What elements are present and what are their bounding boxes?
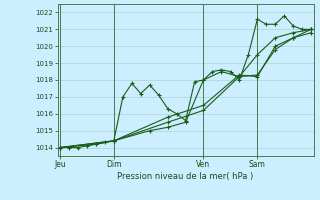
X-axis label: Pression niveau de la mer( hPa ): Pression niveau de la mer( hPa ) bbox=[117, 172, 254, 181]
